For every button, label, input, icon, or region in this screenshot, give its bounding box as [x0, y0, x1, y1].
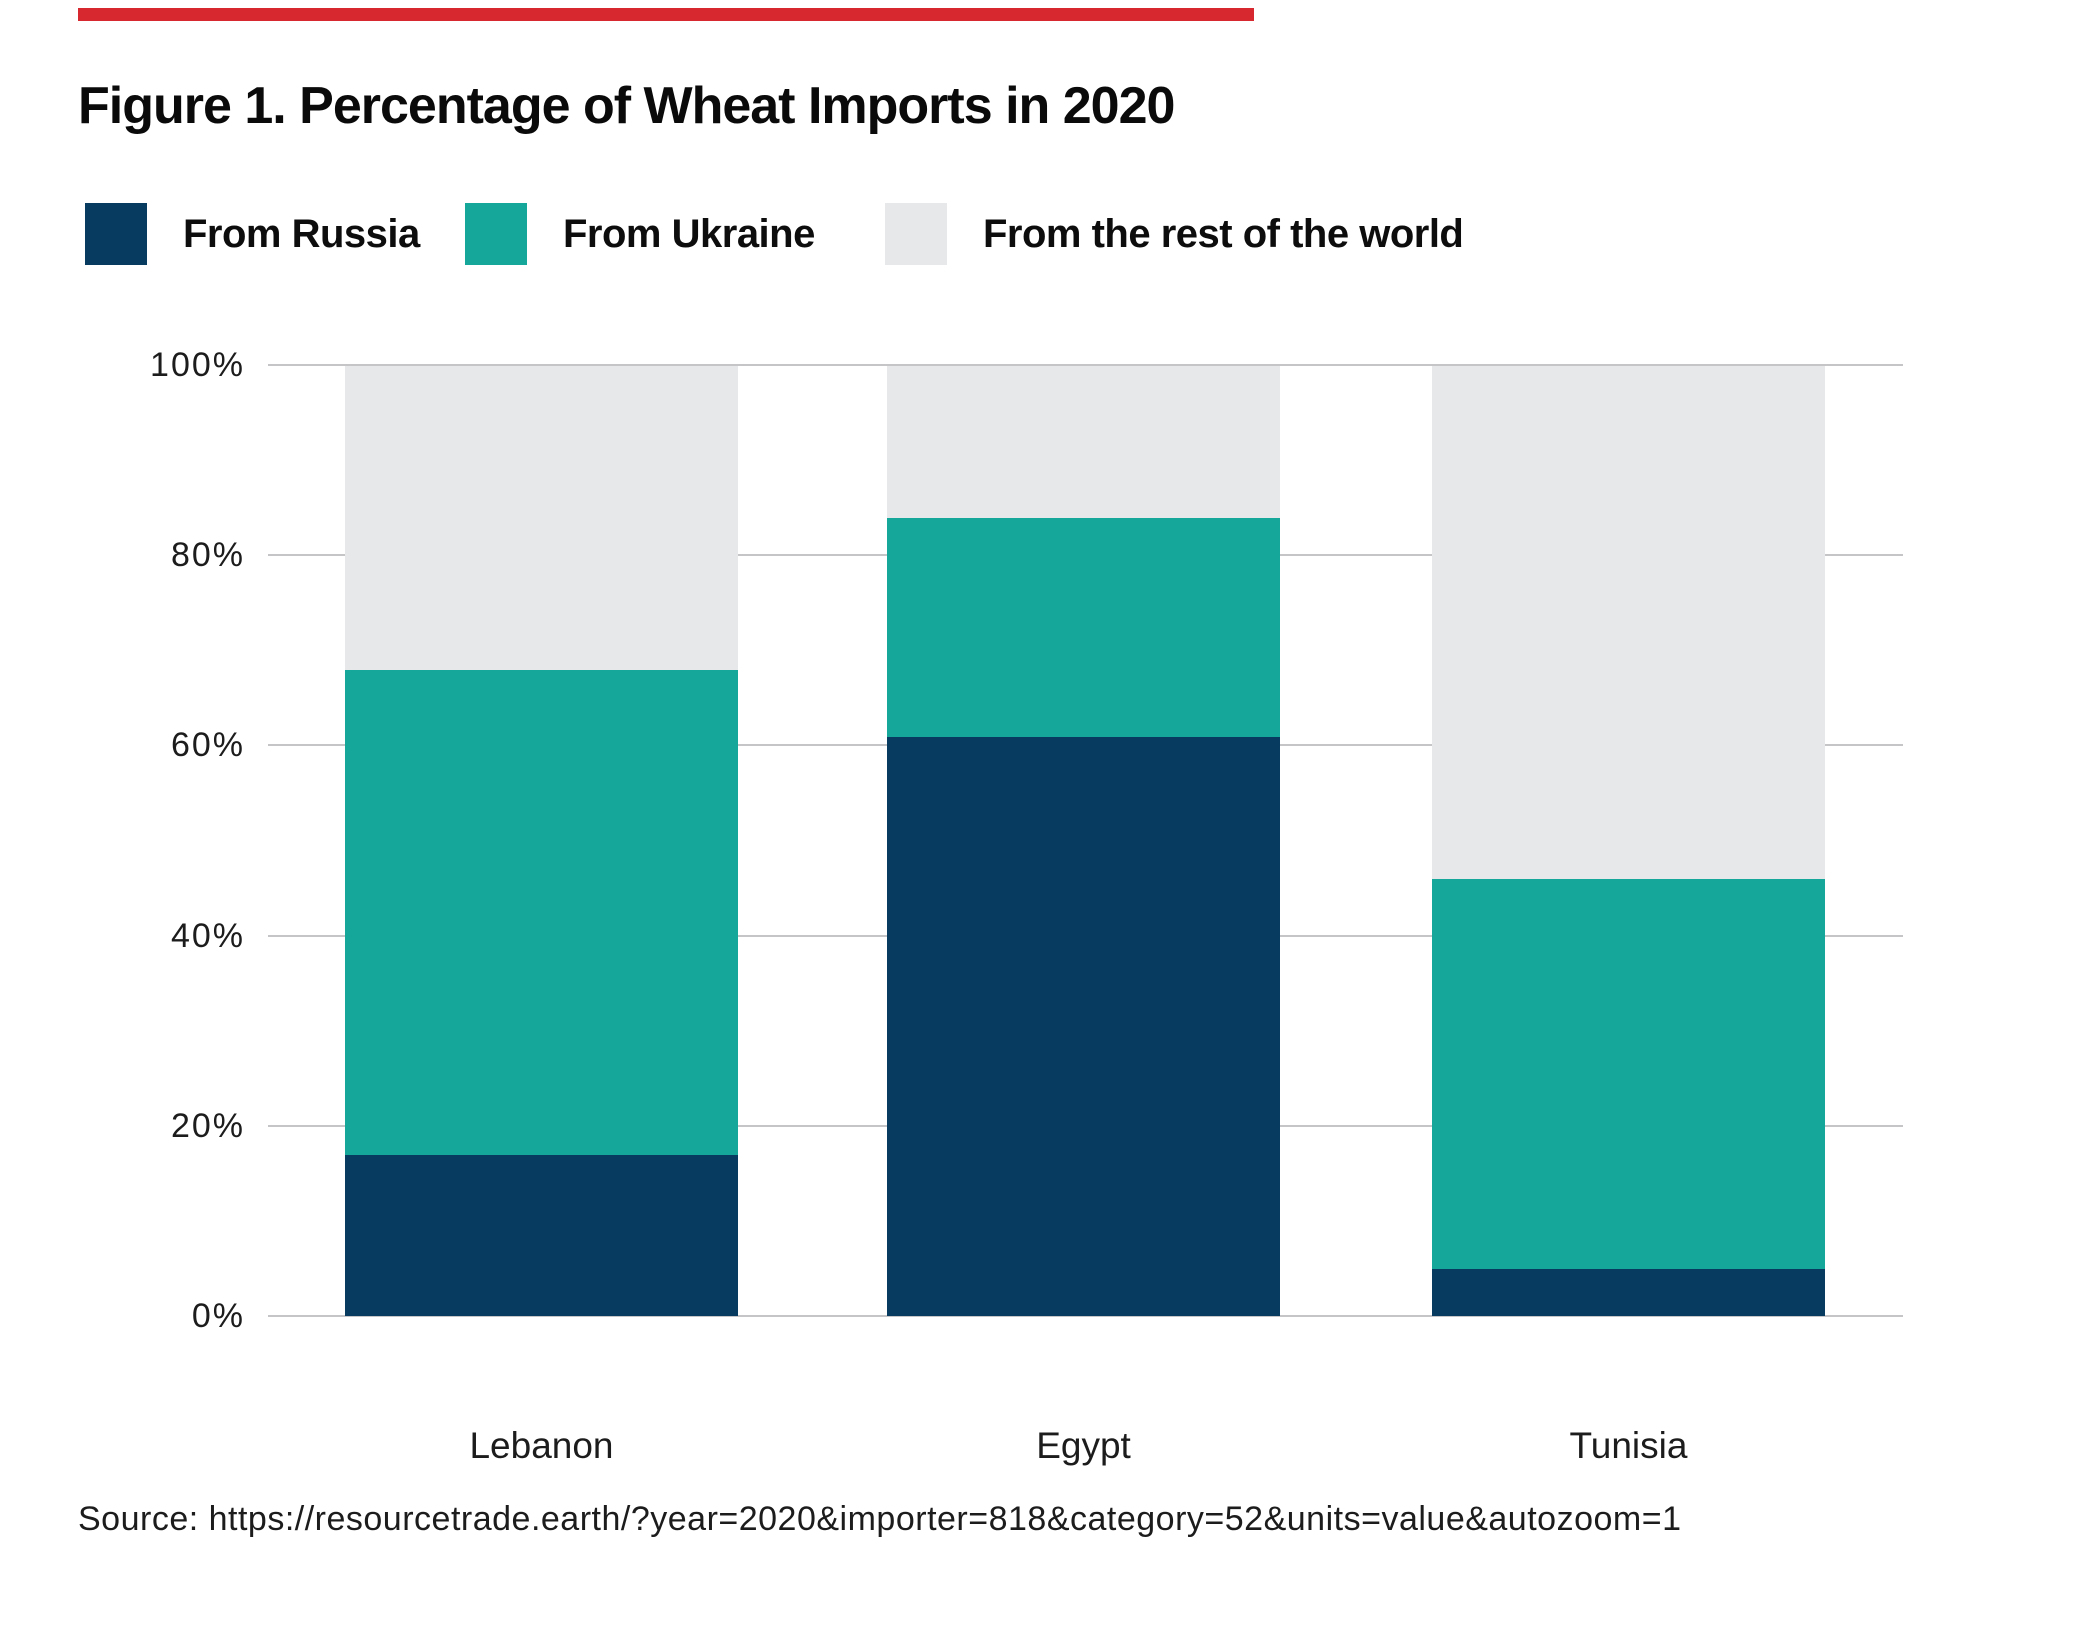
bar-segment-lebanon-russia: [345, 1154, 738, 1316]
gridline-0: [268, 1315, 1903, 1317]
legend-label-russia: From Russia: [183, 211, 420, 256]
accent-rule: [78, 8, 1254, 21]
chart-legend: From Russia From Ukraine From the rest o…: [0, 203, 2084, 267]
bar-segment-lebanon-ukraine: [345, 670, 738, 1155]
gridline-100: [268, 364, 1903, 366]
legend-item-rest-of-world: From the rest of the world: [885, 203, 1464, 265]
bar-segment-egypt-russia: [887, 736, 1280, 1316]
bar-lebanon: [345, 366, 738, 1316]
bar-segment-lebanon-rest-of-world: [345, 366, 738, 670]
y-axis-tick-label: 80%: [170, 536, 245, 575]
legend-label-ukraine: From Ukraine: [563, 211, 815, 256]
y-axis-tick-label: 20%: [170, 1106, 245, 1145]
bar-segment-egypt-rest-of-world: [887, 366, 1280, 518]
bar-segment-tunisia-ukraine: [1432, 879, 1825, 1269]
legend-item-ukraine: From Ukraine: [465, 203, 815, 265]
source-text: Source: https://resourcetrade.earth/?yea…: [78, 1500, 1682, 1538]
bar-segment-tunisia-russia: [1432, 1268, 1825, 1316]
y-axis-tick-label: 100%: [150, 346, 245, 384]
y-axis-tick-label: 40%: [170, 916, 245, 955]
y-axis-tick-label: 60%: [170, 726, 245, 765]
legend-label-rest-of-world: From the rest of the world: [983, 211, 1464, 256]
bar-egypt: [887, 366, 1280, 1316]
legend-item-russia: From Russia: [85, 203, 420, 265]
legend-swatch-rest-of-world: [885, 203, 947, 265]
x-axis-label-lebanon: Lebanon: [469, 1425, 614, 1466]
legend-swatch-russia: [85, 203, 147, 265]
legend-swatch-ukraine: [465, 203, 527, 265]
x-axis-label-tunisia: Tunisia: [1569, 1425, 1688, 1466]
x-axis-label-egypt: Egypt: [1036, 1425, 1131, 1466]
bar-segment-egypt-ukraine: [887, 518, 1280, 737]
y-axis-tick-label: 0%: [191, 1297, 245, 1335]
bar-segment-tunisia-rest-of-world: [1432, 366, 1825, 879]
bar-tunisia: [1432, 366, 1825, 1316]
figure-title: Figure 1. Percentage of Wheat Imports in…: [78, 77, 1175, 135]
